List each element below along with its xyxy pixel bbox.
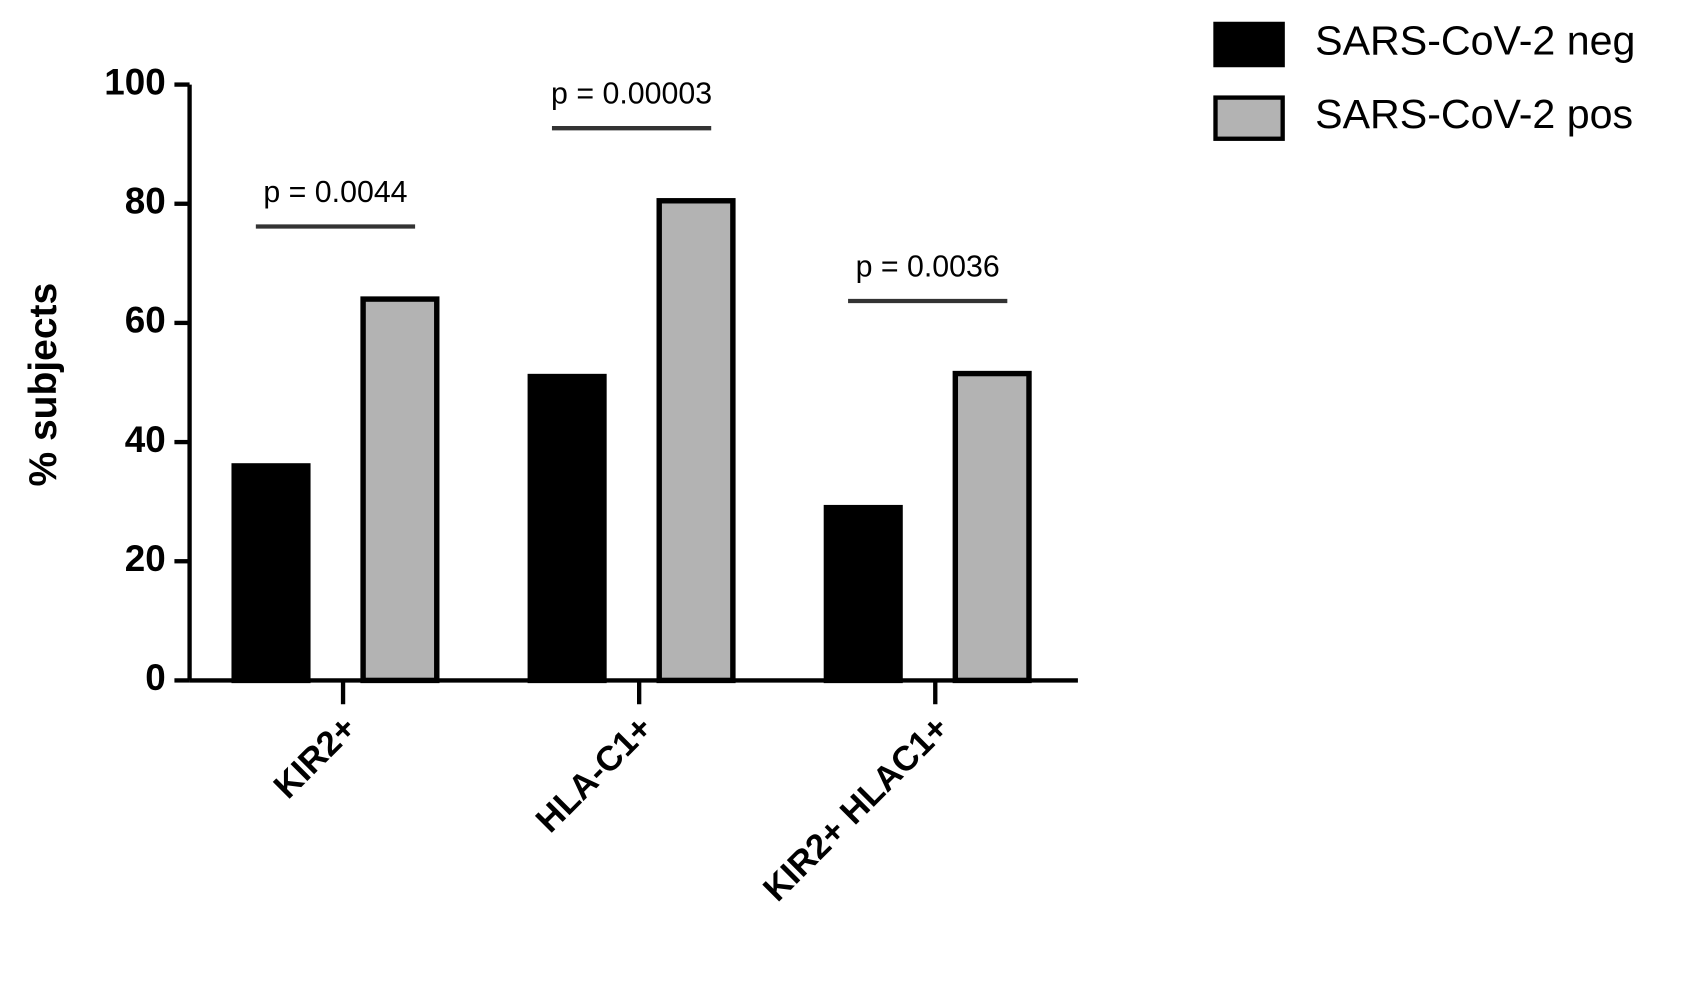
bar [952,370,1032,684]
legend-swatch [1213,95,1285,141]
bar [360,296,440,684]
annotation: p = 0.00003 [551,78,712,111]
y-tick-label: 60 [125,300,166,341]
y-tick-label: 80 [125,180,166,221]
annotation: p = 0.0036 [856,250,1000,283]
legend-label: SARS-CoV-2 neg [1315,17,1635,63]
y-tick-label: 20 [125,538,166,579]
y-tick-label: 100 [104,61,165,102]
x-tick-label: KIR2+ [267,709,364,806]
annotation: p = 0.0044 [263,176,407,209]
legend-label: SARS-CoV-2 pos [1315,91,1633,137]
y-axis-label: % subjects [22,283,65,487]
bar [527,373,607,684]
legend-swatch [1213,21,1285,68]
bar [231,463,311,684]
bar [823,504,903,684]
x-tick-label: HLA-C1+ [529,709,660,840]
y-tick-label: 40 [125,419,166,460]
bar [656,198,736,684]
x-tick-label: KIR2+ HLAC1+ [756,709,956,909]
y-tick-label: 0 [145,657,165,698]
